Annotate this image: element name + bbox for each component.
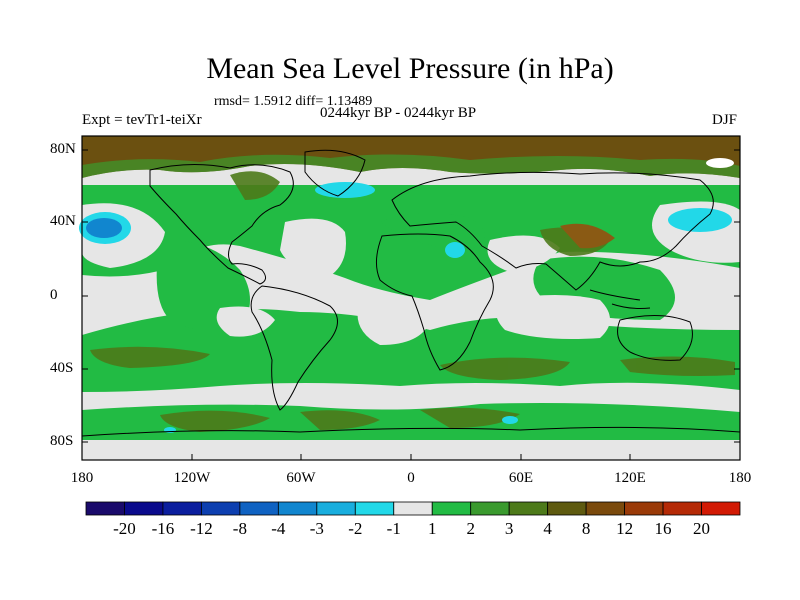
colorbar-box [470, 501, 510, 516]
africa-coast [376, 233, 494, 371]
colorbar-box [162, 501, 202, 516]
colorbar-label: -8 [232, 519, 247, 538]
negative-anomalies [79, 158, 734, 433]
colorbar-label: 12 [616, 519, 634, 538]
lon-label-120e: 120E [614, 470, 646, 486]
colorbar-label: -12 [190, 519, 213, 538]
experiment-label: Expt = tevTr1-teiXr [82, 112, 202, 128]
colorbar-box [277, 501, 318, 516]
colorbar-box [547, 501, 587, 516]
colorbar-box [624, 501, 664, 516]
coastlines [81, 149, 741, 437]
colorbar-box [662, 501, 702, 516]
colorbar-label: -3 [309, 519, 324, 538]
lat-label-40s: 40S [50, 360, 74, 376]
dark-green-bands [90, 171, 735, 432]
colorbar-box [239, 501, 279, 516]
eurasia-coast [391, 171, 714, 291]
lon-label-60w: 60W [286, 470, 316, 486]
colorbar-box [431, 501, 472, 516]
lon-label-0: 0 [407, 470, 415, 486]
x-ticks [81, 454, 741, 460]
colorbar-label: -2 [348, 519, 363, 538]
lon-label-180e: 180 [728, 470, 752, 486]
colorbar-label: -20 [113, 519, 136, 538]
colorbar-box [585, 501, 625, 516]
lat-label-40n: 40N [50, 213, 76, 229]
lon-label-120w: 120W [173, 470, 211, 486]
season-label: DJF [712, 112, 738, 128]
stats-text: rmsd= 1.5912 diff= 1.13489 [214, 94, 373, 109]
colorbar-box [508, 501, 549, 516]
colorbar-label: -4 [271, 519, 286, 538]
colorbar-label: -16 [151, 519, 175, 538]
y-ticks [82, 149, 740, 443]
south-america-coast [250, 285, 338, 411]
colorbar-label: -1 [386, 519, 401, 538]
colorbar-label: 4 [543, 519, 552, 538]
antarctica-coast [81, 426, 741, 437]
period-text: 0244kyr BP - 0244kyr BP [320, 105, 477, 121]
colorbar-label: 1 [427, 519, 437, 538]
colorbar-box [701, 501, 741, 516]
colorbar [85, 501, 741, 516]
colorbar-label: 20 [693, 519, 711, 538]
lat-label-80s: 80S [50, 433, 74, 449]
colorbar-label: 8 [581, 519, 591, 538]
colorbar-box [393, 501, 433, 516]
lat-label-eq: 0 [50, 287, 58, 303]
greenland-coast [304, 149, 366, 197]
colorbar-box [124, 501, 164, 516]
north-america-coast [149, 163, 294, 285]
lat-label-80n: 80N [50, 141, 76, 157]
colorbar-box [316, 501, 356, 516]
chart-title: Mean Sea Level Pressure (in hPa) [206, 52, 614, 85]
colorbar-box [201, 501, 241, 516]
australia-coast [617, 314, 693, 361]
colorbar-label: 16 [654, 519, 672, 538]
colorbar-label: 3 [504, 519, 514, 538]
colorbar-label: 2 [466, 519, 475, 538]
lon-label-180w: 180 [70, 470, 94, 486]
colorbar-box [354, 501, 395, 516]
colorbar-box [85, 501, 125, 516]
lon-label-60e: 60E [508, 470, 534, 486]
